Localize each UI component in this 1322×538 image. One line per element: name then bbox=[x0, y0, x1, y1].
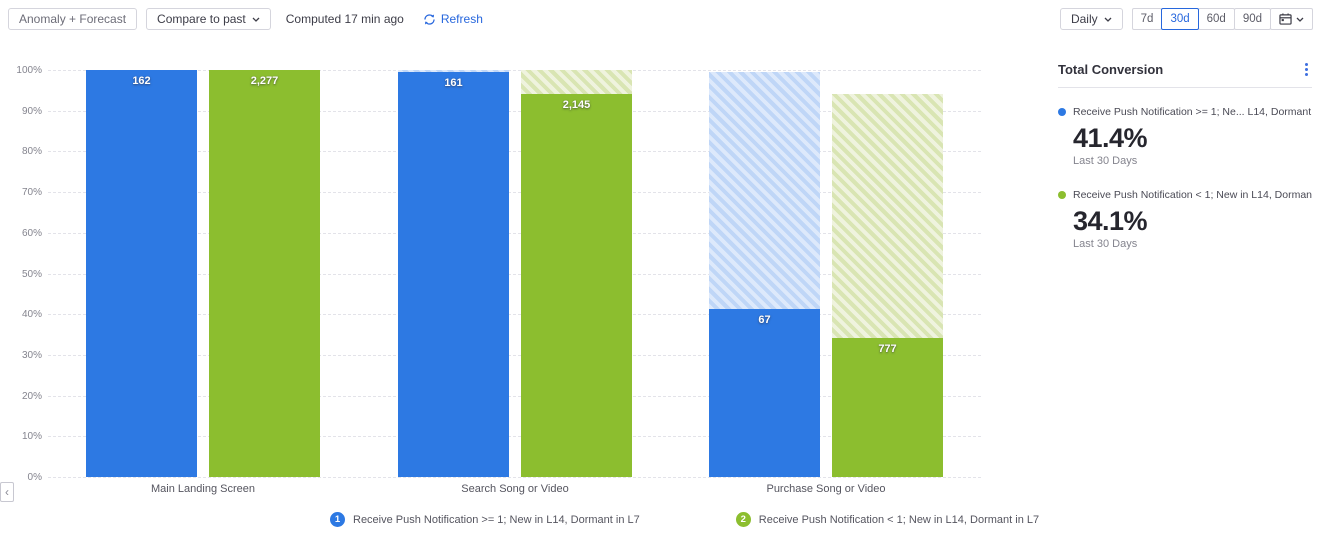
funnel-bar-segment[interactable]: 2,277 bbox=[209, 70, 320, 477]
gridline bbox=[48, 70, 981, 71]
x-axis-category-label: Main Landing Screen bbox=[151, 483, 255, 495]
y-tick-label: 50% bbox=[21, 268, 42, 280]
series-dot-blue bbox=[1058, 108, 1066, 116]
entry-label-row: Receive Push Notification >= 1; Ne... L1… bbox=[1058, 106, 1312, 118]
gridline bbox=[48, 477, 981, 478]
compare-to-past-dropdown[interactable]: Compare to past bbox=[146, 8, 271, 30]
refresh-label: Refresh bbox=[440, 12, 483, 26]
legend-label: Receive Push Notification < 1; New in L1… bbox=[758, 513, 1040, 526]
panel-divider bbox=[1058, 87, 1312, 88]
legend-step-badge: 2 bbox=[735, 512, 751, 527]
gridline bbox=[48, 151, 981, 153]
gridline bbox=[48, 192, 981, 194]
gridline bbox=[48, 273, 981, 275]
funnel-dropoff-hatch[interactable] bbox=[398, 70, 509, 73]
entry-label: Receive Push Notification < 1; New in L1… bbox=[1073, 189, 1312, 201]
legend-step-badge: 1 bbox=[330, 512, 345, 527]
legend-label: Receive Push Notification >= 1; New in L… bbox=[353, 513, 640, 526]
y-axis: 0% 10% 20% 30% 40% 50% 60% 70% 80% 90% 100% bbox=[0, 64, 42, 484]
conversion-value: 41.4% bbox=[1073, 123, 1148, 153]
y-tick-label: 30% bbox=[21, 349, 42, 361]
entry-label-row: Receive Push Notification < 1; New in L1… bbox=[1058, 189, 1312, 201]
x-axis-category-label: Search Song or Video bbox=[461, 483, 569, 495]
gridline bbox=[48, 354, 981, 356]
funnel-bar-segment[interactable]: 161 bbox=[398, 72, 509, 477]
chart-legend: 1 Receive Push Notification >= 1; New in… bbox=[330, 512, 1039, 527]
toolbar-right: Daily 7d 30d 60d 90d bbox=[1059, 8, 1313, 30]
entry-label: Receive Push Notification >= 1; Ne... L1… bbox=[1073, 106, 1312, 118]
panel-title: Total Conversion bbox=[1058, 62, 1164, 77]
bar-value-label: 777 bbox=[878, 343, 897, 356]
refresh-button[interactable]: Refresh bbox=[423, 12, 483, 26]
range-button-30d[interactable]: 30d bbox=[1161, 8, 1199, 30]
total-conversion-panel: Total Conversion Receive Push Notificati… bbox=[1058, 61, 1312, 250]
funnel-bar-segment[interactable]: 162 bbox=[86, 70, 197, 477]
date-range-group: 7d 30d 60d 90d bbox=[1131, 8, 1313, 30]
y-tick-label: 20% bbox=[21, 390, 42, 402]
refresh-icon bbox=[424, 13, 435, 25]
x-axis-category-label: Purchase Song or Video bbox=[766, 483, 886, 495]
gridline bbox=[48, 395, 981, 397]
compare-to-past-label: Compare to past bbox=[157, 12, 246, 26]
y-tick-label: 90% bbox=[21, 105, 42, 117]
bar-value-label: 161 bbox=[444, 77, 463, 90]
y-tick-label: 0% bbox=[27, 472, 42, 483]
legend-item-series-1[interactable]: 1 Receive Push Notification >= 1; New in… bbox=[330, 512, 640, 527]
funnel-chart-plot: 162 161 67 2,277 2,145 777 bbox=[48, 70, 981, 478]
chevron-down-icon bbox=[1104, 17, 1112, 22]
x-axis-labels: Main Landing Screen Search Song or Video P… bbox=[48, 483, 981, 497]
funnel-bar-segment[interactable]: 67 bbox=[709, 308, 820, 477]
gridline bbox=[48, 314, 981, 316]
range-button-60d[interactable]: 60d bbox=[1197, 8, 1235, 30]
funnel-bar-segment[interactable]: 2,145 bbox=[521, 93, 632, 477]
y-tick-label: 100% bbox=[16, 65, 42, 76]
bar-value-label: 67 bbox=[758, 313, 771, 326]
gridline bbox=[48, 232, 981, 234]
bar-value-label: 2,145 bbox=[562, 98, 591, 111]
toolbar-left: Anomaly + Forecast Compare to past Compu… bbox=[8, 8, 483, 30]
y-tick-label: 60% bbox=[21, 227, 42, 239]
kebab-menu-icon[interactable] bbox=[1301, 61, 1312, 78]
interval-dropdown[interactable]: Daily bbox=[1059, 8, 1123, 30]
conversion-entry-2: Receive Push Notification < 1; New in L1… bbox=[1058, 189, 1312, 250]
left-chevron-icon: ‹ bbox=[5, 485, 9, 499]
bar-value-label: 2,277 bbox=[250, 75, 279, 87]
chevron-down-icon bbox=[1296, 17, 1304, 22]
conversion-period: Last 30 Days bbox=[1073, 238, 1138, 250]
panel-header: Total Conversion bbox=[1058, 61, 1312, 78]
y-tick-label: 70% bbox=[21, 187, 42, 199]
conversion-period: Last 30 Days bbox=[1073, 155, 1138, 167]
collapse-panel-button[interactable]: ‹ bbox=[0, 482, 14, 502]
calendar-button[interactable] bbox=[1270, 8, 1313, 30]
funnel-dropoff-hatch[interactable] bbox=[709, 72, 820, 309]
interval-label: Daily bbox=[1070, 12, 1098, 26]
gridline bbox=[48, 110, 981, 112]
range-button-90d[interactable]: 90d bbox=[1233, 8, 1271, 30]
series-dot-green bbox=[1058, 191, 1066, 199]
computed-timestamp: Computed 17 min ago bbox=[285, 12, 404, 26]
funnel-dropoff-hatch[interactable] bbox=[832, 93, 943, 339]
conversion-entry-1: Receive Push Notification >= 1; Ne... L1… bbox=[1058, 106, 1312, 167]
range-button-7d[interactable]: 7d bbox=[1131, 8, 1163, 30]
anomaly-forecast-button[interactable]: Anomaly + Forecast bbox=[8, 8, 138, 30]
y-tick-label: 80% bbox=[21, 146, 42, 158]
gridline bbox=[48, 436, 981, 438]
conversion-value: 34.1% bbox=[1073, 206, 1148, 236]
funnel-bar-segment[interactable]: 777 bbox=[832, 338, 943, 477]
legend-item-series-2[interactable]: 2 Receive Push Notification < 1; New in … bbox=[735, 512, 1040, 527]
bar-value-label: 162 bbox=[132, 75, 151, 87]
funnel-dropoff-hatch[interactable] bbox=[521, 70, 632, 94]
calendar-icon bbox=[1279, 13, 1292, 25]
y-tick-label: 10% bbox=[21, 431, 42, 443]
y-tick-label: 40% bbox=[21, 309, 42, 321]
chevron-down-icon bbox=[252, 17, 260, 22]
